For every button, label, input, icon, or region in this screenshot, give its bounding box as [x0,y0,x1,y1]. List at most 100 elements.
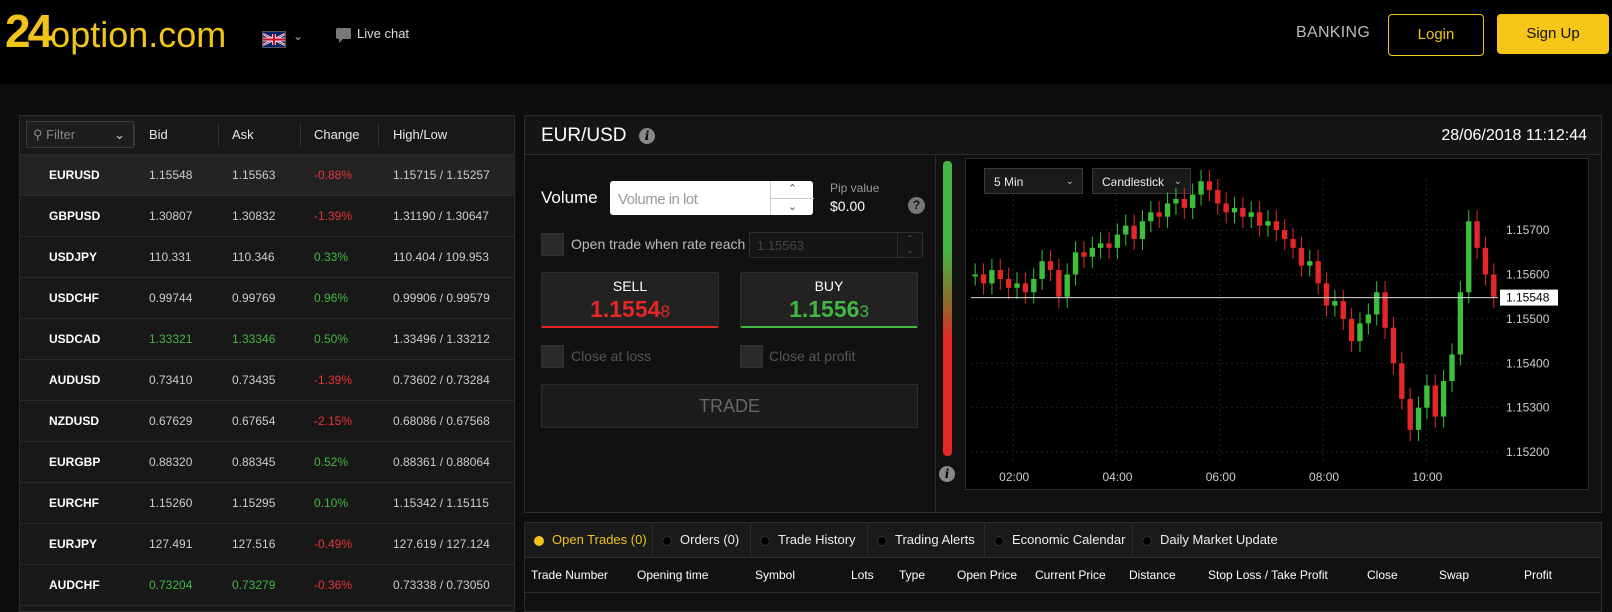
filter-dropdown[interactable]: ⚲ Filter ⌄ [26,121,134,148]
volume-input[interactable]: Volume in lot ⌃ ⌄ [610,181,814,215]
candle-body [1374,292,1380,315]
candle-body [1231,207,1238,213]
watchlist-row-usdcad[interactable]: USDCAD 1.33321 1.33346 0.50% 1.33496 / 1.332… [20,319,514,360]
chevron-down-icon[interactable]: ⌄ [787,201,798,213]
candle-body [1164,203,1171,217]
candle-body [1282,230,1288,239]
column-trade-number[interactable]: Trade Number [531,568,608,582]
rate-input-value: 1.15563 [757,238,804,253]
column-close[interactable]: Close [1367,568,1398,582]
chevron-down-icon[interactable]: ⌄ [906,246,914,255]
bid-price: 1.33321 [149,332,193,346]
column-swap[interactable]: Swap [1439,568,1470,582]
uk-flag-icon[interactable] [262,31,286,48]
banking-link[interactable]: BANKING [1296,24,1371,41]
column-header-bid[interactable]: Bid [149,127,168,142]
chevron-down-icon: ⌄ [1065,176,1074,187]
candle-body [1357,323,1363,342]
close-at-loss-checkbox[interactable] [541,345,564,368]
tab-daily-market-update[interactable]: Daily Market Update [1135,523,1278,557]
change-percent: -0.49% [314,537,353,551]
login-button[interactable]: Login [1388,14,1484,56]
close-at-profit-checkbox[interactable] [740,345,763,368]
rate-stepper[interactable]: ⌃ ⌄ [897,233,922,257]
column-distance[interactable]: Distance [1129,568,1176,582]
watchlist-row-gbpusd[interactable]: GBPUSD 1.30807 1.30832 -1.39% 1.31190 / 1.30… [20,196,514,237]
column-header-highlow[interactable]: High/Low [393,127,448,142]
ask-price: 1.30832 [232,209,276,223]
chart-type-select[interactable]: Candlestick ⌄ [1092,168,1191,194]
volume-stepper[interactable]: ⌃ ⌄ [770,181,814,215]
watchlist-row-usdjpy[interactable]: USDJPY 110.331 110.346 0.33% 110.404 / 109.9… [20,237,514,278]
symbol: GBPUSD [49,209,101,223]
tab-dot-icon [877,536,887,546]
watchlist-row-eurchf[interactable]: EURCHF 1.15260 1.15295 0.10% 1.15342 / 1.151… [20,483,514,524]
candle-body [1005,278,1012,288]
tab-economic-calendar[interactable]: Economic Calendar [987,523,1125,557]
tab-label: Open Trades (0) [552,532,647,547]
column-opening-time[interactable]: Opening time [637,568,709,582]
ask-price: 1.33346 [232,332,276,346]
tab-orders[interactable]: Orders (0) [655,523,739,557]
watchlist-row-eurusd[interactable]: EURUSD 1.15548 1.15563 -0.88% 1.15715 / 1.15… [20,155,514,196]
tab-open-trades[interactable]: Open Trades (0) [527,523,647,557]
x-tick-label: 08:00 [1309,470,1339,484]
trade-panel: EUR/USD i 28/06/2018 11:12:44 Volume Vol… [524,115,1602,513]
interval-select[interactable]: 5 Min ⌄ [984,168,1083,194]
watchlist-row-eurgbp[interactable]: EURGBP 0.88320 0.88345 0.52% 0.88361 / 0.880… [20,442,514,483]
tab-label: Orders (0) [680,532,740,547]
buy-button[interactable]: BUY 1.15563 [740,272,918,328]
chevron-up-icon[interactable]: ⌃ [906,234,914,243]
column-profit[interactable]: Profit [1524,568,1553,582]
column-symbol[interactable]: Symbol [755,568,796,582]
tab-label: Trading Alerts [895,532,975,547]
high-low: 0.99906 / 0.99579 [393,291,490,305]
sell-label: SELL [612,278,648,294]
ask-price: 0.99769 [232,291,276,305]
candle-body [1307,261,1313,266]
logo[interactable]: 24option.com [5,8,226,54]
column-stop-loss-take-profit[interactable]: Stop Loss / Take Profit [1208,568,1328,582]
watchlist-row-audusd[interactable]: AUDUSD 0.73410 0.73435 -1.39% 0.73602 / 0.73… [20,360,514,401]
column-type[interactable]: Type [899,568,926,582]
help-icon[interactable]: ? [908,197,925,214]
column-header-change[interactable]: Change [314,127,360,142]
column-lots[interactable]: Lots [851,568,874,582]
trade-button[interactable]: TRADE [541,384,918,428]
watchlist-row-audchf[interactable]: AUDCHF 0.73204 0.73279 -0.36% 0.73338 / 0.73… [20,565,514,606]
trade-ticket: Volume Volume in lot ⌃ ⌄ Pip value $0.00… [525,155,936,512]
signup-button[interactable]: Sign Up [1497,14,1609,54]
candle-body [1457,292,1464,355]
trade-panel-header: EUR/USD i 28/06/2018 11:12:44 [525,116,1601,155]
candlestick-chart-svg: 1.15700 1.15600 1.15500 1.15400 1.15300 1.152… [971,170,1558,484]
tab-divider [984,523,985,557]
candle-body [1315,261,1321,284]
candle-body [1198,181,1204,195]
watchlist-row-nzdusd[interactable]: NZDUSD 0.67629 0.67654 -2.15% 0.68086 / 0.67… [20,401,514,442]
watchlist-row-usdchf[interactable]: USDCHF 0.99744 0.99769 0.96% 0.99906 / 0.995… [20,278,514,319]
live-chat-link[interactable]: Live chat [336,26,409,43]
candle-body [1223,203,1229,213]
open-when-rate-checkbox[interactable] [541,233,564,256]
chevron-up-icon[interactable]: ⌃ [771,181,814,199]
language-chevron-down-icon[interactable]: ⌄ [293,29,304,43]
column-open-price[interactable]: Open Price [957,568,1018,582]
candle-body [1256,212,1263,226]
candle-body [1382,292,1388,328]
tab-trade-history[interactable]: Trade History [753,523,856,557]
column-header-ask[interactable]: Ask [232,127,254,142]
candle-body [1482,247,1489,275]
watchlist-row-eurjpy[interactable]: EURJPY 127.491 127.516 -0.49% 127.619 / 127.… [20,524,514,565]
column-current-price[interactable]: Current Price [1035,568,1106,582]
chevron-down-icon: ⌄ [114,127,125,142]
tab-trading-alerts[interactable]: Trading Alerts [870,523,975,557]
bid-price: 0.73410 [149,373,193,387]
price-chart[interactable]: 5 Min ⌄ Candlestick ⌄ 1.15700 1.15600 1.1550… [965,158,1589,490]
info-icon[interactable]: i [639,128,655,144]
rate-input[interactable]: 1.15563 ⌃ ⌄ [749,232,923,258]
sell-button[interactable]: SELL 1.15548 [541,272,719,328]
column-divider [378,124,379,146]
high-low: 110.404 / 109.953 [393,250,489,264]
sentiment-info-icon[interactable]: i [939,466,955,482]
candle-body [1148,212,1154,222]
